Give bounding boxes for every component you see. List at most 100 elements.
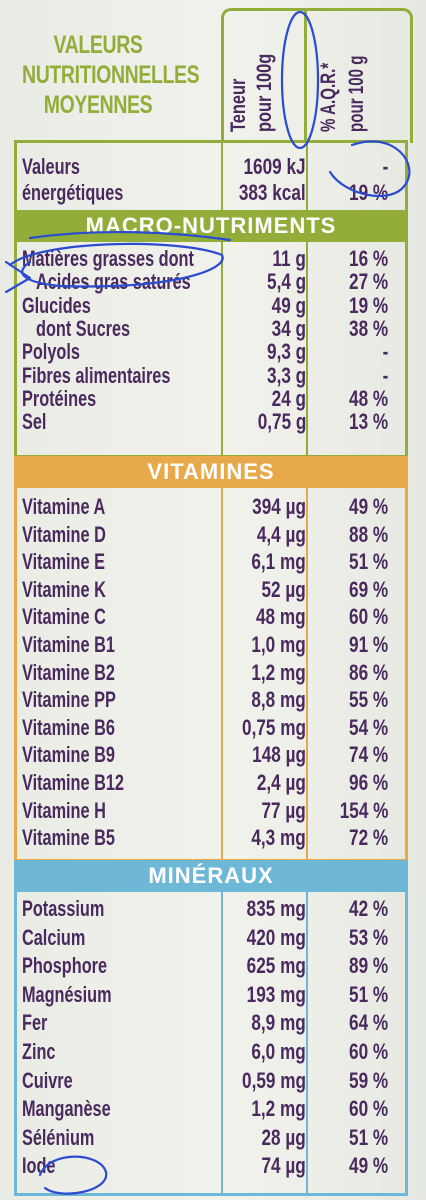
nutrient-percent: 89 % bbox=[348, 953, 388, 979]
title-line: NUTRITIONNELLES bbox=[22, 61, 200, 89]
nutrient-percent: 53 % bbox=[348, 924, 388, 950]
nutrient-amount: 74 µg bbox=[261, 1153, 306, 1179]
nutrient-name: Vitamine PP bbox=[22, 687, 116, 713]
nutrient-amount: 420 mg bbox=[246, 924, 306, 950]
energy-kj: 1609 kJ bbox=[243, 154, 306, 179]
nutrient-row: Sel 0,75 g 13 % bbox=[22, 409, 402, 435]
nutrient-amount: 0,75 g bbox=[257, 409, 306, 435]
nutrient-row: Vitamine H 77 µg 154 % bbox=[22, 798, 402, 824]
nutrient-name: Sel bbox=[22, 409, 47, 435]
nutrient-row: Potassium 835 mg 42 % bbox=[22, 896, 402, 922]
nutrient-row: Iode 74 µg 49 % bbox=[22, 1153, 402, 1179]
nutrient-name: Calcium bbox=[22, 924, 86, 950]
nutrient-name: Vitamine D bbox=[22, 521, 106, 547]
nutrient-amount: 9,3 g bbox=[266, 339, 306, 365]
nutrient-row: Vitamine B6 0,75 mg 54 % bbox=[22, 715, 402, 741]
nutrient-percent: 86 % bbox=[348, 659, 388, 685]
nutrient-name: Vitamine K bbox=[22, 576, 106, 602]
nutrient-name: Protéines bbox=[22, 385, 97, 411]
nutrient-percent: 51 % bbox=[348, 981, 388, 1007]
nutrient-row: Vitamine B9 148 µg 74 % bbox=[22, 742, 402, 768]
nutrient-row: Matières grasses dont 11 g 16 % bbox=[22, 246, 402, 272]
nutrient-amount: 625 mg bbox=[246, 953, 306, 979]
nutrient-percent: 49 % bbox=[348, 494, 388, 519]
nutrient-percent: 51 % bbox=[348, 1124, 388, 1150]
column-header-reference: % A.Q.R.* bbox=[317, 62, 340, 132]
nutrient-amount: 52 µg bbox=[261, 576, 306, 602]
nutrient-amount: 49 g bbox=[271, 292, 306, 318]
nutrient-percent: 64 % bbox=[348, 1010, 388, 1036]
nutrient-percent: 48 % bbox=[348, 385, 388, 411]
nutrient-row: Vitamine B12 2,4 µg 96 % bbox=[22, 770, 402, 796]
nutrient-row: Vitamine K 52 µg 69 % bbox=[22, 577, 402, 603]
nutrient-name: Fer bbox=[22, 1010, 48, 1036]
column-separator bbox=[306, 143, 308, 210]
column-header-amount: Teneur bbox=[227, 78, 250, 132]
nutrient-name: Fibres alimentaires bbox=[22, 362, 171, 388]
nutrient-percent: 13 % bbox=[348, 409, 388, 435]
nutrient-amount: 48 mg bbox=[256, 604, 306, 630]
nutrient-amount: 28 µg bbox=[261, 1124, 306, 1150]
nutrient-percent: 49 % bbox=[348, 1153, 388, 1179]
nutrient-amount: 835 mg bbox=[246, 896, 306, 921]
nutrient-percent: 96 % bbox=[348, 770, 388, 795]
nutrient-row: Zinc 6,0 mg 60 % bbox=[22, 1039, 402, 1065]
nutrient-percent: 55 % bbox=[348, 687, 388, 713]
nutrient-name: Vitamine B2 bbox=[22, 659, 115, 685]
nutrient-amount: 4,4 µg bbox=[257, 521, 306, 547]
nutrient-name: Matières grasses dont bbox=[22, 246, 194, 271]
nutrient-name: Potassium bbox=[22, 896, 105, 921]
nutrient-percent: 59 % bbox=[348, 1067, 388, 1093]
nutrient-amount: 34 g bbox=[271, 315, 306, 341]
nutrient-name: Vitamine B6 bbox=[22, 714, 115, 740]
nutrient-percent: 60 % bbox=[348, 1096, 388, 1122]
nutrient-name: Vitamine B5 bbox=[22, 825, 115, 851]
nutrient-percent: 74 % bbox=[348, 742, 388, 768]
nutrient-amount: 2,4 µg bbox=[257, 770, 306, 795]
nutrient-amount: 3,3 g bbox=[266, 362, 306, 388]
column-separator bbox=[221, 242, 223, 456]
nutrient-amount: 6,0 mg bbox=[251, 1039, 306, 1064]
nutrient-percent: 16 % bbox=[348, 246, 388, 271]
nutrient-row: Phosphore 625 mg 89 % bbox=[22, 953, 402, 979]
nutrient-amount: 0,59 mg bbox=[242, 1067, 306, 1093]
nutrient-percent: 19 % bbox=[348, 292, 388, 318]
nutrient-name: Glucides bbox=[22, 292, 91, 318]
table-title: VALEURS NUTRITIONNELLES MOYENNES bbox=[22, 30, 200, 120]
nutrient-row: Vitamine B2 1,2 mg 86 % bbox=[22, 660, 402, 686]
nutrient-amount: 1,0 mg bbox=[251, 632, 306, 657]
nutrient-row: dont Sucres 34 g 38 % bbox=[22, 316, 402, 342]
column-separator bbox=[221, 892, 223, 1194]
nutrient-name: Polyols bbox=[22, 339, 80, 365]
title-line: VALEURS bbox=[53, 31, 143, 59]
nutrient-amount: 148 µg bbox=[252, 742, 306, 768]
nutrient-name: dont Sucres bbox=[36, 315, 131, 341]
nutrient-row: Protéines 24 g 48 % bbox=[22, 386, 402, 412]
nutrient-row: Fer 8,9 mg 64 % bbox=[22, 1010, 402, 1036]
energy-row: énergétiques 383 kcal 19 % bbox=[22, 180, 402, 206]
section-heading-vitamins: VITAMINES bbox=[14, 456, 408, 488]
nutrient-percent: 60 % bbox=[348, 1039, 388, 1064]
nutrient-amount: 1,2 mg bbox=[251, 659, 306, 685]
column-separator bbox=[221, 143, 223, 210]
nutrient-row: Magnésium 193 mg 51 % bbox=[22, 982, 402, 1008]
nutrient-amount: 8,9 mg bbox=[251, 1010, 306, 1036]
nutrient-name: Magnésium bbox=[22, 981, 112, 1007]
energy-kcal: 383 kcal bbox=[239, 180, 306, 205]
nutrient-name: Phosphore bbox=[22, 953, 108, 979]
nutrient-percent: 42 % bbox=[348, 896, 388, 921]
nutrient-percent: 154 % bbox=[339, 797, 388, 823]
nutrient-amount: 8,8 mg bbox=[251, 687, 306, 713]
column-header-divider bbox=[304, 8, 307, 140]
column-header-amount-unit: pour 100g bbox=[253, 53, 276, 132]
nutrient-percent: 60 % bbox=[348, 604, 388, 630]
nutrient-name: Manganèse bbox=[22, 1096, 111, 1122]
title-line: MOYENNES bbox=[43, 91, 153, 119]
nutrient-row: Vitamine B1 1,0 mg 91 % bbox=[22, 632, 402, 658]
nutrient-percent: 38 % bbox=[348, 315, 388, 341]
nutrient-row: Fibres alimentaires 3,3 g - bbox=[22, 363, 402, 389]
section-heading-macro: MACRO-NUTRIMENTS bbox=[14, 210, 408, 242]
nutrient-row: Vitamine D 4,4 µg 88 % bbox=[22, 522, 402, 548]
nutrient-name: Cuivre bbox=[22, 1067, 73, 1093]
nutrient-amount: 77 µg bbox=[261, 797, 306, 823]
